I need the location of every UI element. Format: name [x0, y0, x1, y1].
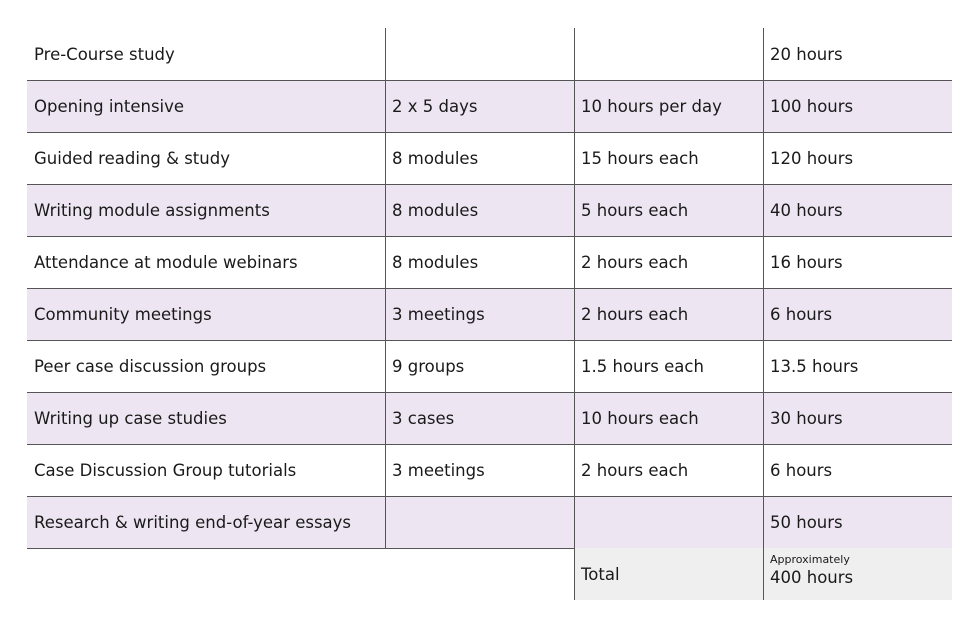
table-cell: 50 hours [763, 496, 952, 548]
table-cell: 6 hours [763, 288, 952, 340]
row-divider [27, 80, 952, 81]
table-cell: Research & writing end-of-year essays [27, 496, 385, 548]
total-value: 400 hours [763, 548, 952, 600]
table-cell: Case Discussion Group tutorials [27, 444, 385, 496]
table-cell: 3 meetings [385, 444, 574, 496]
table-cell: 13.5 hours [763, 340, 952, 392]
table-cell: 5 hours each [574, 184, 763, 236]
row-divider [27, 392, 952, 393]
table-cell: 40 hours [763, 184, 952, 236]
table-cell: 2 x 5 days [385, 80, 574, 132]
table-cell: Attendance at module webinars [27, 236, 385, 288]
table-cell: 2 hours each [574, 288, 763, 340]
table-cell [385, 496, 574, 548]
table-cell: Peer case discussion groups [27, 340, 385, 392]
row-divider [27, 496, 952, 497]
table-cell: 100 hours [763, 80, 952, 132]
row-divider [27, 132, 952, 133]
table-cell: 120 hours [763, 132, 952, 184]
table-cell: 8 modules [385, 236, 574, 288]
table-cell: Community meetings [27, 288, 385, 340]
column-divider [763, 28, 764, 600]
table-cell: Writing up case studies [27, 392, 385, 444]
column-divider [385, 28, 386, 548]
row-divider [27, 548, 952, 549]
column-divider [574, 28, 575, 600]
row-divider [27, 184, 952, 185]
table-cell: 9 groups [385, 340, 574, 392]
table-cell: Pre-Course study [27, 28, 385, 80]
table-cell: 10 hours each [574, 392, 763, 444]
table-cell: 1.5 hours each [574, 340, 763, 392]
table-cell: 20 hours [763, 28, 952, 80]
table-cell: Writing module assignments [27, 184, 385, 236]
table-cell: 16 hours [763, 236, 952, 288]
row-divider [27, 340, 952, 341]
table-cell: 2 hours each [574, 236, 763, 288]
row-divider [27, 444, 952, 445]
table-cell: 8 modules [385, 132, 574, 184]
table-cell: 30 hours [763, 392, 952, 444]
table-cell: 15 hours each [574, 132, 763, 184]
table-cell: 6 hours [763, 444, 952, 496]
total-note: Approximately [770, 553, 850, 566]
table-cell [574, 28, 763, 80]
total-label: Total [574, 548, 763, 600]
table-cell: 10 hours per day [574, 80, 763, 132]
row-divider [27, 236, 952, 237]
table-cell: 2 hours each [574, 444, 763, 496]
row-divider [27, 288, 952, 289]
table-cell: Opening intensive [27, 80, 385, 132]
table-cell: 3 cases [385, 392, 574, 444]
table-cell: 3 meetings [385, 288, 574, 340]
table-cell: 8 modules [385, 184, 574, 236]
table-cell [574, 496, 763, 548]
table-cell: Guided reading & study [27, 132, 385, 184]
table-cell [385, 28, 574, 80]
